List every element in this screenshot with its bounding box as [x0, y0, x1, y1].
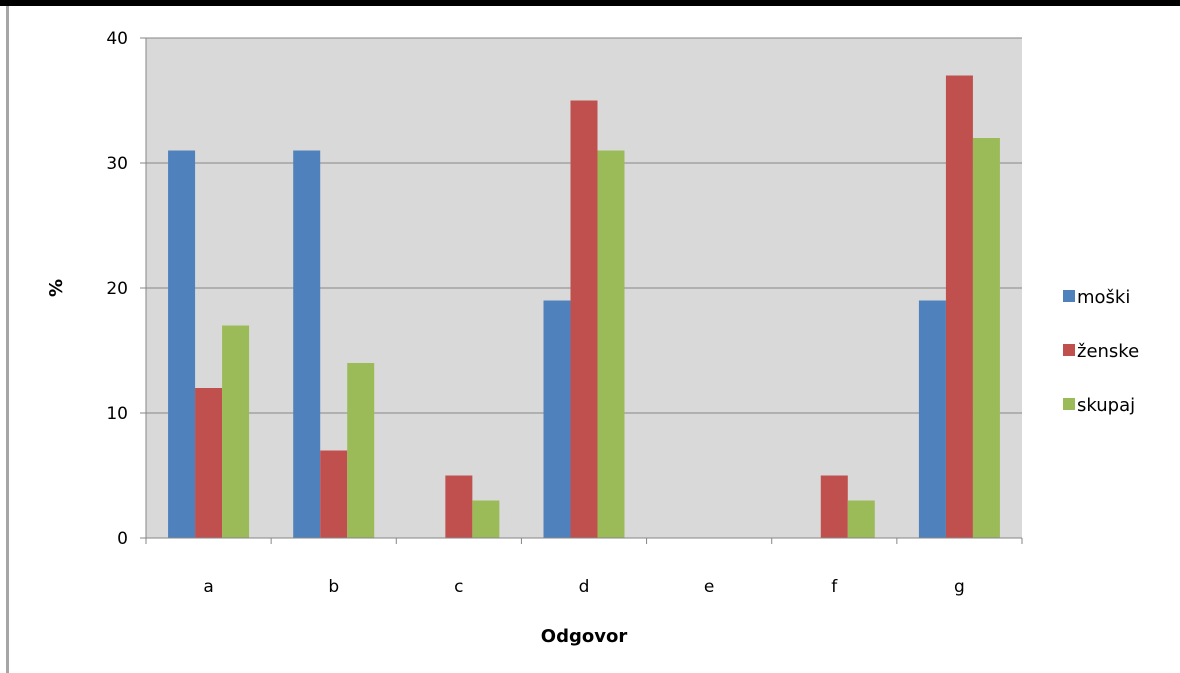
bar [972, 138, 1000, 538]
y-tick-label: 20 [106, 279, 128, 299]
legend-label: skupaj [1077, 395, 1135, 416]
bar [168, 150, 196, 538]
bar [293, 150, 321, 538]
bar [472, 500, 500, 538]
bar [597, 150, 625, 538]
bar [222, 325, 250, 538]
legend-label: moški [1077, 287, 1130, 308]
y-axis-title: % [46, 279, 67, 297]
x-tick-label: f [831, 577, 838, 597]
bar [347, 363, 375, 538]
bar [320, 450, 348, 538]
legend-label: ženske [1077, 341, 1139, 362]
y-tick-label: 30 [106, 154, 128, 174]
x-tick-label: d [579, 577, 590, 597]
bar [543, 300, 571, 538]
y-tick-label: 40 [106, 29, 128, 49]
x-tick-label: g [954, 577, 965, 597]
left-frame-border [6, 6, 9, 673]
x-tick-label: a [203, 577, 213, 597]
bar [847, 500, 875, 538]
x-tick-label: e [704, 577, 714, 597]
y-tick-label: 10 [106, 404, 128, 424]
bar [445, 475, 473, 538]
bar [820, 475, 848, 538]
bar [195, 388, 223, 538]
x-tick-label: c [454, 577, 463, 597]
bar [945, 75, 973, 538]
legend-swatch [1063, 290, 1075, 302]
x-tick-labels: a b c d e f g [145, 538, 1023, 597]
bars [168, 75, 1000, 538]
y-tick-label: 0 [117, 529, 128, 549]
bar [570, 100, 598, 538]
bar [918, 300, 946, 538]
legend-swatch [1063, 398, 1075, 410]
x-tick-label: b [328, 577, 339, 597]
legend: moški ženske skupaj [1063, 287, 1139, 416]
top-frame-border [0, 0, 1180, 6]
y-tick-labels: 0 10 20 30 40 [106, 29, 146, 549]
legend-swatch [1063, 344, 1075, 356]
x-axis-title: Odgovor [541, 626, 628, 647]
